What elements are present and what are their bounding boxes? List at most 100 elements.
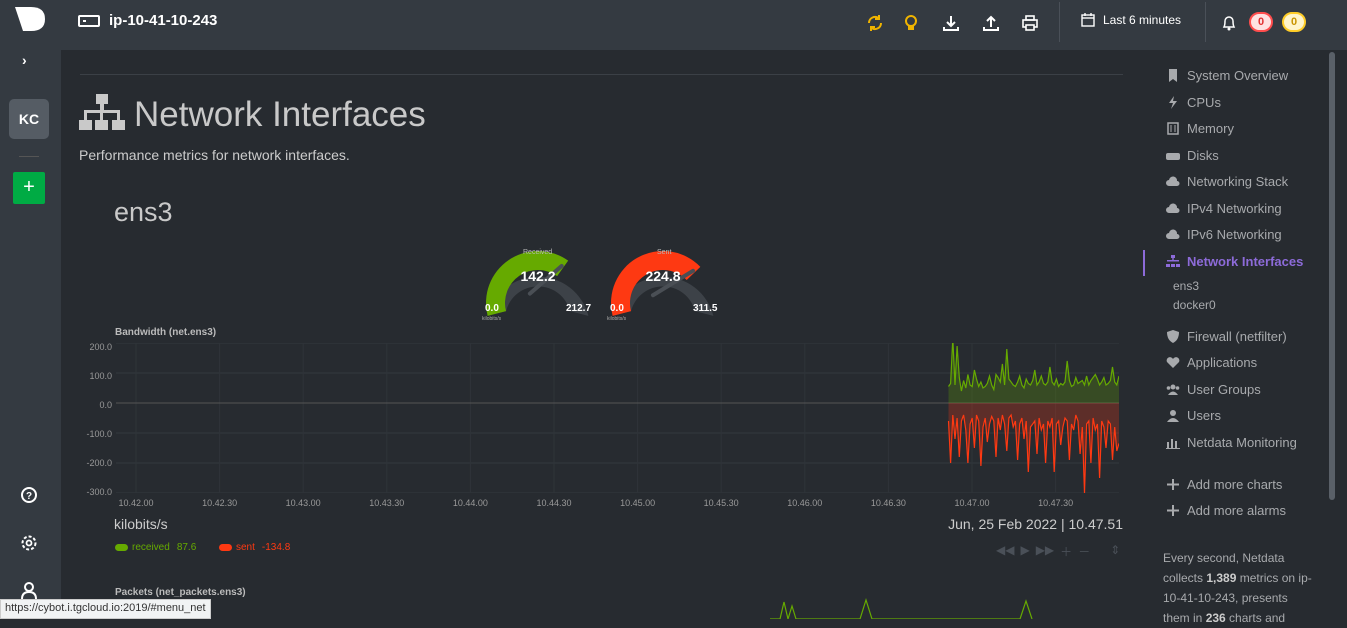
nav-item-label: Add more alarms bbox=[1187, 503, 1286, 518]
nav-item-label: IPv4 Networking bbox=[1187, 201, 1282, 216]
network-icon bbox=[79, 94, 125, 130]
nav-item-ipv4-networking[interactable]: IPv4 Networking bbox=[1166, 201, 1282, 216]
nav-item-ipv6-networking[interactable]: IPv6 Networking bbox=[1166, 227, 1282, 242]
sent-gauge[interactable] bbox=[603, 243, 723, 323]
nav-subitem-ens3[interactable]: ens3 bbox=[1173, 279, 1200, 293]
legend-item-sent[interactable]: sent -134.8 bbox=[219, 542, 290, 553]
cloud-icon bbox=[1166, 203, 1180, 213]
gauge-track bbox=[612, 276, 714, 316]
chart-units: kilobits/s bbox=[114, 516, 168, 532]
bolt-icon bbox=[1169, 96, 1177, 109]
plus-icon bbox=[1167, 479, 1179, 490]
legend-value: 87.6 bbox=[176, 542, 197, 553]
print-icon[interactable] bbox=[1019, 12, 1041, 34]
nav-item-users[interactable]: Users bbox=[1166, 408, 1221, 423]
nav-item-label: Netdata Monitoring bbox=[1187, 435, 1297, 450]
bandwidth-chart[interactable] bbox=[116, 343, 1119, 493]
left-sidebar bbox=[0, 50, 61, 619]
gauge-value: 142.2 bbox=[520, 268, 556, 284]
nav-item-label: Disks bbox=[1187, 148, 1219, 163]
zoom-out-icon[interactable]: － bbox=[1078, 545, 1091, 559]
zoom-in-icon[interactable]: ＋ bbox=[1060, 545, 1073, 559]
summary-text: Every second, Netdata bbox=[1163, 551, 1285, 565]
x-tick-label: 10.45.30 bbox=[703, 498, 739, 508]
netdata-logo[interactable] bbox=[13, 5, 47, 33]
toolbar-divider bbox=[1205, 2, 1206, 42]
download-icon[interactable] bbox=[940, 12, 962, 34]
nav-item-user-groups[interactable]: User Groups bbox=[1166, 382, 1261, 397]
series-line-sent bbox=[947, 413, 1119, 493]
series-area-received bbox=[948, 343, 1119, 403]
x-tick-label: 10.43.00 bbox=[285, 498, 321, 508]
hostname-selector[interactable]: ip-10-41-10-243 bbox=[78, 12, 217, 29]
nav-item-label: Applications bbox=[1187, 355, 1258, 370]
gauge-title: Received bbox=[523, 249, 553, 256]
x-tick-label: 10.42.00 bbox=[118, 498, 154, 508]
y-tick-label: -100.0 bbox=[86, 429, 112, 439]
memory-icon bbox=[1167, 122, 1179, 135]
hostname-label: ip-10-41-10-243 bbox=[109, 12, 218, 29]
bell-icon[interactable] bbox=[1218, 12, 1240, 34]
scrollbar-thumb[interactable] bbox=[1329, 52, 1335, 500]
critical-alarms-badge[interactable]: 0 bbox=[1249, 12, 1273, 32]
forward-icon[interactable]: ▶▶ bbox=[1035, 543, 1055, 557]
calendar-icon bbox=[1081, 13, 1095, 27]
chart-title: Packets (net_packets.ens3) bbox=[115, 587, 246, 598]
nav-item-label: User Groups bbox=[1187, 382, 1261, 397]
x-tick-label: 10.46.30 bbox=[870, 498, 906, 508]
nav-item-cpus[interactable]: CPUs bbox=[1166, 95, 1221, 110]
rewind-icon[interactable]: ◀◀ bbox=[996, 543, 1015, 557]
nav-item-netdata-monitoring[interactable]: Netdata Monitoring bbox=[1166, 435, 1297, 450]
gauge-unit: kilobits/s bbox=[607, 316, 627, 322]
avatar[interactable]: KC bbox=[9, 99, 49, 139]
x-tick-label: 10.42.30 bbox=[202, 498, 238, 508]
nav-item-label: System Overview bbox=[1187, 68, 1289, 83]
gauge-needle bbox=[527, 263, 564, 296]
settings-icon[interactable] bbox=[18, 532, 40, 554]
timeframe-picker[interactable]: Last 6 minutes bbox=[1081, 13, 1181, 27]
received-gauge[interactable] bbox=[478, 243, 598, 323]
sync-icon[interactable] bbox=[864, 12, 886, 34]
series-line-received bbox=[948, 343, 1119, 392]
x-tick-label: 10.45.00 bbox=[620, 498, 656, 508]
resize-icon[interactable]: ⇕ bbox=[1110, 543, 1121, 557]
summary-text: metrics on ip- bbox=[1236, 571, 1312, 585]
nav-item-networking-stack[interactable]: Networking Stack bbox=[1166, 174, 1288, 189]
gauge-fill bbox=[486, 251, 569, 316]
nav-item-label: IPv6 Networking bbox=[1187, 227, 1282, 242]
upload-icon[interactable] bbox=[980, 12, 1002, 34]
x-tick-label: 10.43.30 bbox=[369, 498, 405, 508]
nav-item-system-overview[interactable]: System Overview bbox=[1166, 68, 1288, 83]
shield-icon bbox=[1167, 330, 1179, 343]
add-more-charts-link[interactable]: Add more charts bbox=[1166, 477, 1282, 492]
section-divider bbox=[80, 74, 1123, 75]
warning-alarms-badge[interactable]: 0 bbox=[1282, 12, 1306, 32]
y-tick-label: -300.0 bbox=[86, 487, 112, 497]
gauge-unit: kilobits/s bbox=[482, 316, 502, 322]
add-more-alarms-link[interactable]: Add more alarms bbox=[1166, 503, 1286, 518]
nav-item-network-interfaces[interactable]: Network Interfaces bbox=[1166, 254, 1303, 269]
nav-item-applications[interactable]: Applications bbox=[1166, 355, 1257, 370]
nav-item-label: Add more charts bbox=[1187, 477, 1283, 492]
legend-value: -134.8 bbox=[261, 542, 291, 553]
lightbulb-icon[interactable] bbox=[900, 12, 922, 34]
user-icon bbox=[1167, 410, 1179, 422]
nav-item-label: Networking Stack bbox=[1187, 174, 1289, 189]
x-tick-label: 10.47.00 bbox=[954, 498, 990, 508]
nav-item-disks[interactable]: Disks bbox=[1166, 148, 1219, 163]
user-icon[interactable] bbox=[18, 579, 40, 601]
nav-subitem-docker0[interactable]: docker0 bbox=[1173, 298, 1216, 312]
chart-controls: ◀◀ ▶ ▶▶ ＋ － ⇕ bbox=[996, 543, 1120, 560]
chevron-right-icon[interactable]: › bbox=[22, 52, 27, 68]
nav-item-firewall[interactable]: Firewall (netfilter) bbox=[1166, 329, 1287, 344]
gauge-title: Sent bbox=[657, 249, 672, 256]
add-space-button[interactable]: + bbox=[13, 172, 45, 204]
nav-item-memory[interactable]: Memory bbox=[1166, 121, 1234, 136]
plus-icon bbox=[1167, 505, 1179, 516]
play-icon[interactable]: ▶ bbox=[1020, 543, 1030, 557]
legend-item-received[interactable]: received 87.6 bbox=[115, 542, 196, 553]
help-icon[interactable]: ? bbox=[18, 484, 40, 506]
page-subtitle: Performance metrics for network interfac… bbox=[79, 147, 350, 163]
nav-item-label: CPUs bbox=[1187, 95, 1221, 110]
cloud-icon bbox=[1166, 229, 1180, 239]
